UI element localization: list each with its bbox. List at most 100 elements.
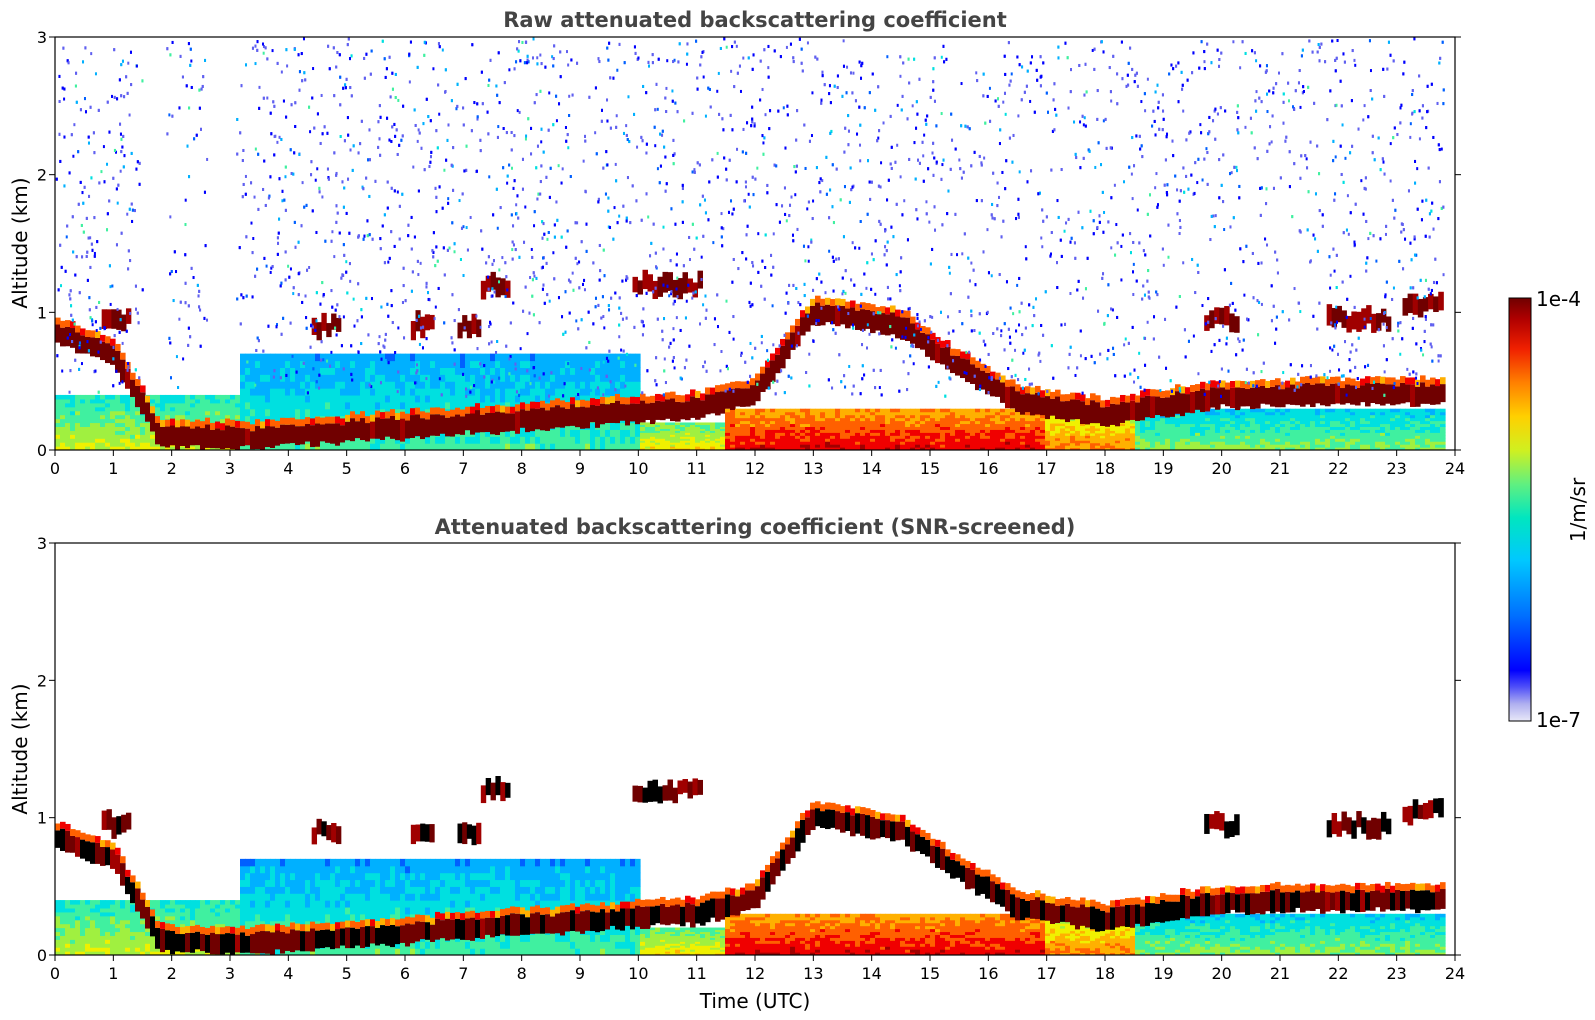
cloud-edge-cell [625, 397, 631, 405]
heatmap-cell [485, 394, 491, 403]
heatmap-cell [620, 381, 626, 389]
heatmap-cell [1150, 426, 1156, 430]
heatmap-cell [1180, 423, 1186, 427]
heatmap-cell [60, 442, 66, 447]
cloud-layer-cell [1035, 392, 1041, 415]
heatmap-cell [1410, 423, 1416, 427]
heatmap-cell [135, 422, 141, 427]
heatmap-cell [1190, 426, 1196, 430]
heatmap-cell [980, 435, 986, 439]
heatmap-cell [145, 442, 151, 447]
heatmap-cell [1345, 417, 1351, 422]
heatmap-cell [1040, 435, 1046, 439]
cloud-layer-cell [70, 328, 76, 348]
heatmap-cell [1130, 447, 1136, 450]
cloud-layer-cell [325, 423, 331, 443]
heatmap-cell [1360, 426, 1366, 430]
cloud-layer-cell [1265, 387, 1271, 405]
heatmap-cell [160, 394, 166, 400]
heatmap-cell [1095, 435, 1101, 439]
heatmap-cell [820, 411, 826, 416]
heatmap-cell [830, 447, 836, 450]
heatmap-cell [990, 432, 996, 436]
heatmap-cell [1065, 432, 1071, 436]
heatmap-cell [1080, 447, 1086, 450]
cloud-edge-cell [540, 400, 546, 408]
elevated-cloud-cell [637, 280, 643, 295]
heatmap-cell [700, 442, 706, 445]
heatmap-cell [1255, 408, 1261, 413]
cloud-layer-cell [1365, 383, 1371, 407]
heatmap-cell [985, 420, 991, 425]
heatmap-cell [1225, 408, 1231, 413]
heatmap-cell [1030, 432, 1036, 436]
heatmap-cell [450, 360, 456, 368]
heatmap-cell [480, 353, 486, 362]
heatmap-cell [355, 408, 361, 417]
cloud-edge-cell [790, 325, 796, 333]
cloud-layer-cell [1200, 388, 1206, 413]
heatmap-cell [1125, 440, 1131, 444]
heatmap-cell [765, 438, 771, 442]
cloud-edge-cell [1160, 390, 1166, 398]
noise-speck [654, 144, 657, 148]
elevated-cloud-cell [125, 308, 132, 324]
heatmap-cell [445, 394, 451, 403]
heatmap-cell [95, 434, 101, 439]
heatmap-cell [1330, 438, 1336, 442]
heatmap-cell [1105, 430, 1111, 434]
heatmap-cell [1215, 411, 1221, 416]
heatmap-cell [700, 446, 706, 449]
heatmap-cell [1035, 420, 1041, 425]
heatmap-cell [1075, 430, 1081, 434]
heatmap-cell [1385, 432, 1391, 436]
heatmap-cell [565, 388, 571, 396]
heatmap-cell [260, 367, 266, 375]
heatmap-cell [460, 360, 466, 368]
heatmap-cell [1105, 427, 1111, 431]
heatmap-cell [495, 381, 501, 389]
heatmap-cell [655, 432, 661, 435]
cloud-edge-cell [1280, 382, 1286, 390]
heatmap-cell [1380, 408, 1386, 413]
heatmap-cell [900, 432, 906, 436]
heatmap-cell [1310, 429, 1316, 433]
heatmap-cell [420, 360, 426, 368]
heatmap-cell [1300, 447, 1306, 450]
cloud-edge-cell [385, 411, 391, 419]
heatmap-cell [1325, 420, 1331, 425]
heatmap-cell [1060, 425, 1066, 429]
heatmap-cell [1365, 426, 1371, 430]
heatmap-cell [655, 422, 661, 426]
heatmap-cell [450, 367, 456, 375]
heatmap-cell [60, 446, 66, 450]
heatmap-cell [450, 436, 456, 444]
heatmap-cell [1360, 441, 1366, 445]
heatmap-cell [1185, 444, 1191, 448]
cloud-edge-cell [1250, 380, 1256, 388]
cloud-edge-cell [685, 394, 691, 402]
cloud-edge-cell [345, 414, 351, 422]
cloud-edge-cell [1075, 392, 1081, 400]
heatmap-cell [800, 447, 806, 450]
heatmap-cell [470, 360, 476, 368]
elevated-cloud-cell [1204, 315, 1210, 331]
heatmap-cell [345, 360, 351, 368]
heatmap-cell [1280, 432, 1286, 436]
heatmap-cell [1330, 447, 1336, 450]
heatmap-cell [445, 353, 451, 362]
heatmap-cell [1415, 447, 1421, 450]
cloud-layer-cell [840, 305, 846, 325]
heatmap-cell [650, 434, 656, 437]
heatmap-cell [115, 394, 121, 400]
heatmap-cell [1255, 435, 1261, 439]
heatmap-cell [890, 423, 896, 427]
heatmap-cell [870, 444, 876, 448]
cloud-edge-cell [370, 414, 376, 422]
heatmap-cell [980, 417, 986, 422]
heatmap-cell [1375, 417, 1381, 422]
heatmap-cell [840, 420, 846, 425]
heatmap-cell [150, 398, 156, 404]
heatmap-cell [1000, 429, 1006, 433]
cloud-edge-cell [530, 401, 536, 409]
